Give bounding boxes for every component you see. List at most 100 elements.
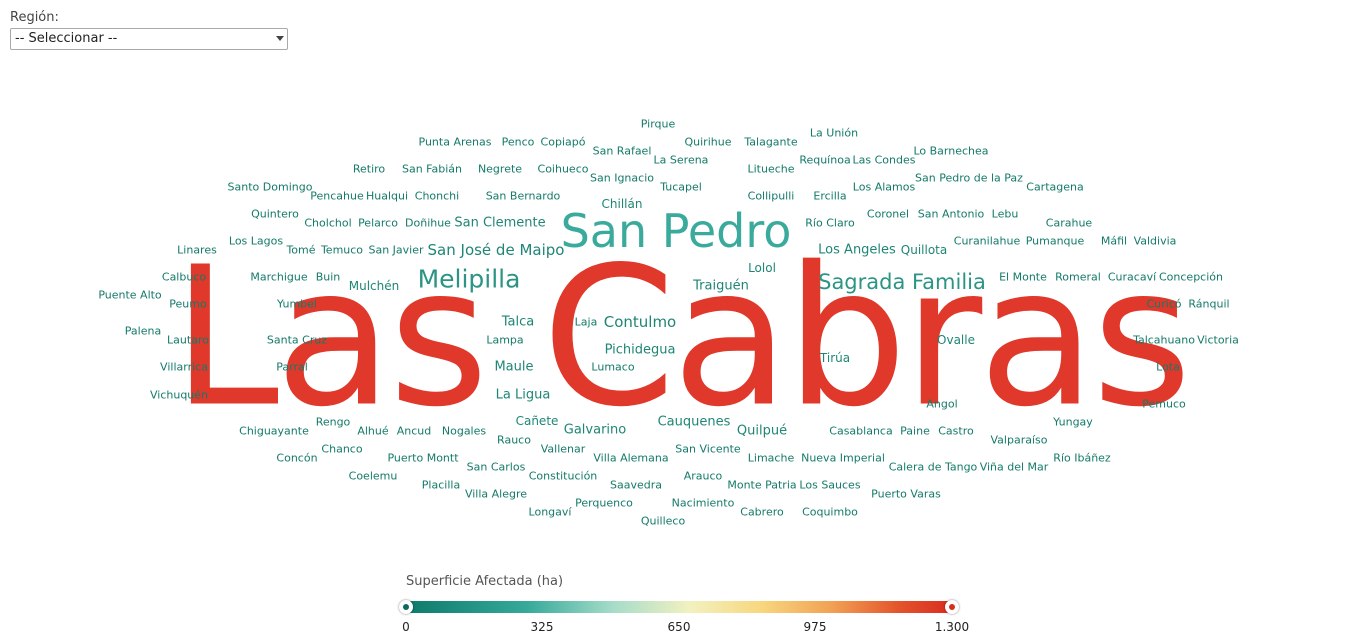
word-74[interactable]: Romeral <box>1055 271 1101 284</box>
word-123[interactable]: Saavedra <box>610 479 662 492</box>
word-108[interactable]: Vallenar <box>541 443 586 456</box>
word-100[interactable]: Ancud <box>397 425 432 438</box>
word-121[interactable]: Arauco <box>684 470 723 483</box>
word-80[interactable]: Curicó <box>1146 298 1181 311</box>
word-85[interactable]: Santa Cruz <box>267 334 327 347</box>
word-71[interactable]: Marchigue <box>250 271 308 284</box>
word-19[interactable]: Mulchén <box>349 279 399 293</box>
word-117[interactable]: Calera de Tango <box>889 461 978 474</box>
word-104[interactable]: Castro <box>938 425 974 438</box>
word-73[interactable]: El Monte <box>999 271 1047 284</box>
word-53[interactable]: Cholchol <box>304 217 351 230</box>
word-69[interactable]: Valdivia <box>1134 235 1177 248</box>
word-87[interactable]: Talcahuano <box>1132 334 1195 347</box>
word-129[interactable]: Nacimiento <box>672 497 735 510</box>
region-select[interactable]: -- Seleccionar -- <box>10 28 288 50</box>
word-106[interactable]: Valparaíso <box>991 434 1048 447</box>
word-126[interactable]: Villa Alegre <box>465 488 527 501</box>
legend-max-handle[interactable] <box>945 600 959 614</box>
word-10[interactable]: Galvarino <box>564 423 627 438</box>
word-107[interactable]: Chanco <box>321 443 362 456</box>
word-89[interactable]: Villarrica <box>160 361 208 374</box>
word-105[interactable]: Rauco <box>497 434 531 447</box>
word-68[interactable]: Máfil <box>1101 235 1127 248</box>
word-102[interactable]: Casablanca <box>829 425 892 438</box>
word-4[interactable]: San José de Maipo <box>428 241 565 259</box>
word-60[interactable]: Carahue <box>1046 217 1093 230</box>
word-67[interactable]: Pumanque <box>1026 235 1085 248</box>
word-2[interactable]: Melipilla <box>418 265 521 294</box>
word-61[interactable]: Linares <box>177 244 217 257</box>
word-79[interactable]: Yumbel <box>276 298 317 311</box>
word-103[interactable]: Paine <box>900 425 930 438</box>
word-110[interactable]: Concón <box>276 452 317 465</box>
word-45[interactable]: Santo Domingo <box>228 181 313 194</box>
word-92[interactable]: Lota <box>1156 361 1180 374</box>
word-29[interactable]: La Unión <box>810 127 858 140</box>
legend-min-handle[interactable] <box>399 600 413 614</box>
word-16[interactable]: Ovalle <box>937 333 975 347</box>
word-42[interactable]: Los Alamos <box>853 181 916 194</box>
word-118[interactable]: Viña del Mar <box>980 461 1049 474</box>
word-58[interactable]: San Antonio <box>918 208 985 221</box>
word-96[interactable]: Rengo <box>316 416 351 429</box>
word-49[interactable]: San Bernardo <box>486 190 561 203</box>
word-33[interactable]: Las Condes <box>853 154 916 167</box>
word-41[interactable]: Tucapel <box>659 181 702 194</box>
word-21[interactable]: Tirúa <box>819 351 850 365</box>
word-132[interactable]: Coquimbo <box>802 506 858 519</box>
word-39[interactable]: Litueche <box>747 163 794 176</box>
word-27[interactable]: Quirihue <box>685 136 732 149</box>
word-36[interactable]: San Fabián <box>402 163 462 176</box>
word-94[interactable]: Angol <box>926 398 957 411</box>
word-90[interactable]: Parral <box>276 361 308 374</box>
word-6[interactable]: Los Angeles <box>818 243 896 258</box>
word-3[interactable]: Sagrada Familia <box>818 270 986 294</box>
word-99[interactable]: Alhué <box>357 425 389 438</box>
word-32[interactable]: Requínoa <box>799 154 850 167</box>
word-30[interactable]: San Rafael <box>593 145 652 158</box>
word-48[interactable]: Chonchi <box>415 190 459 203</box>
word-5[interactable]: Contulmo <box>604 313 677 331</box>
word-51[interactable]: Ercilla <box>813 190 846 203</box>
word-114[interactable]: Nueva Imperial <box>801 452 885 465</box>
word-70[interactable]: Calbuco <box>162 271 206 284</box>
word-15[interactable]: Quilpué <box>737 424 787 439</box>
word-91[interactable]: Lumaco <box>591 361 634 374</box>
word-34[interactable]: Lo Barnechea <box>913 145 988 158</box>
word-44[interactable]: Cartagena <box>1026 181 1083 194</box>
word-13[interactable]: Maule <box>494 360 533 375</box>
word-55[interactable]: Doñihue <box>405 217 451 230</box>
word-37[interactable]: Negrete <box>478 163 522 176</box>
word-7[interactable]: Pichidegua <box>605 343 676 358</box>
word-38[interactable]: Coihueco <box>538 163 589 176</box>
word-111[interactable]: Puerto Montt <box>387 452 459 465</box>
word-75[interactable]: Curacaví <box>1108 271 1157 284</box>
word-131[interactable]: Cabrero <box>740 506 784 519</box>
word-81[interactable]: Ránquil <box>1188 298 1229 311</box>
word-11[interactable]: Traiguén <box>692 279 749 294</box>
word-59[interactable]: Lebu <box>992 208 1019 221</box>
word-72[interactable]: Buin <box>316 271 341 284</box>
word-130[interactable]: Longaví <box>529 506 573 519</box>
word-97[interactable]: Yungay <box>1052 416 1093 429</box>
word-14[interactable]: La Ligua <box>496 388 551 403</box>
word-64[interactable]: Temuco <box>320 244 363 257</box>
word-120[interactable]: Constitución <box>529 470 598 483</box>
word-98[interactable]: Chiguayante <box>239 425 309 438</box>
word-82[interactable]: Laja <box>575 316 598 329</box>
word-95[interactable]: Pemuco <box>1142 398 1186 411</box>
word-65[interactable]: San Javier <box>368 244 424 257</box>
word-119[interactable]: Coelemu <box>349 470 398 483</box>
word-124[interactable]: Monte Patria <box>727 479 796 492</box>
word-35[interactable]: Retiro <box>353 163 386 176</box>
word-24[interactable]: Punta Arenas <box>419 136 492 149</box>
word-47[interactable]: Hualqui <box>366 190 408 203</box>
word-128[interactable]: Perquenco <box>575 497 633 510</box>
word-66[interactable]: Curanilahue <box>954 235 1021 248</box>
word-40[interactable]: San Ignacio <box>590 172 654 185</box>
word-88[interactable]: Victoria <box>1197 334 1239 347</box>
word-22[interactable]: Cañete <box>516 414 559 428</box>
word-9[interactable]: Cauquenes <box>658 415 731 430</box>
word-62[interactable]: Los Lagos <box>229 235 283 248</box>
